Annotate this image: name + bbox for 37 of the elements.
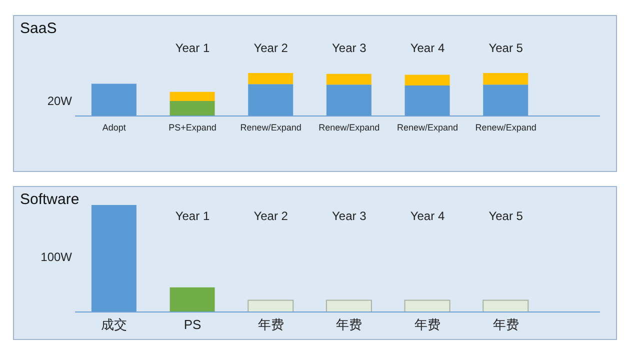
bar: [170, 100, 215, 116]
annotation: Year 1: [174, 209, 211, 223]
x-tick-label: Renew/Expand: [396, 122, 458, 132]
x-tick-label: 年费: [414, 317, 440, 332]
bar: [326, 84, 372, 116]
bar: [483, 84, 528, 116]
x-tick-label: 年费: [258, 317, 284, 332]
text: Year 3: [331, 41, 368, 55]
text: Year 5: [488, 41, 524, 55]
x-tick-label: PS+Expand: [168, 122, 216, 132]
annotation: Year 4: [409, 209, 446, 223]
text: 100W: [40, 250, 72, 264]
chart-title: SaaS: [20, 20, 57, 37]
bar: [326, 74, 372, 85]
text: Year 1: [174, 41, 211, 55]
bar: [248, 73, 294, 84]
x-tick-label: 成交: [101, 317, 128, 332]
x-tick-label: Renew/Expand: [318, 122, 380, 132]
bar: [483, 73, 528, 85]
x-tick-label: PS: [184, 317, 202, 332]
text: 20W: [46, 94, 72, 108]
x-tick-label: 年费: [492, 317, 519, 332]
bar: [404, 85, 450, 116]
bar: [170, 92, 215, 101]
x-tick-label: Renew/Expand: [475, 122, 536, 132]
text: Year 2: [252, 41, 289, 55]
text: Year 4: [409, 41, 446, 55]
annotation: Year 5: [488, 209, 524, 223]
annotation: Year 3: [331, 209, 368, 223]
bar: [91, 84, 136, 116]
x-tick-label: 年费: [336, 317, 362, 332]
chart-title: Software: [20, 191, 80, 208]
bar: [248, 84, 294, 116]
x-tick-label: Renew/Expand: [240, 122, 302, 132]
annotation: Year 2: [252, 209, 289, 223]
bar: [404, 74, 450, 86]
x-tick-label: Adopt: [102, 122, 126, 132]
